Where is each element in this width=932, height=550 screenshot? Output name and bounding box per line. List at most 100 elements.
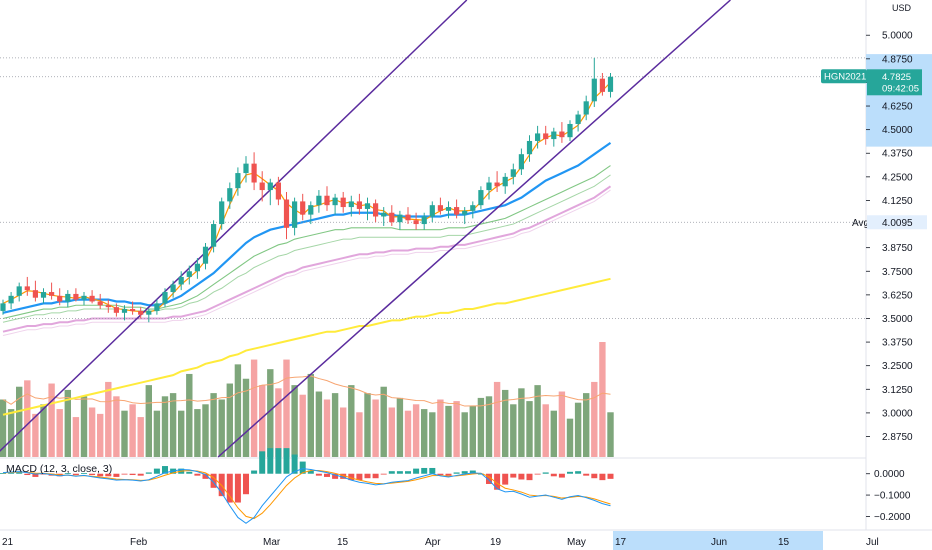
volume-bar <box>493 381 501 457</box>
macd-histogram-bar <box>469 470 476 474</box>
candle-body <box>591 78 597 102</box>
candle-body <box>138 310 144 315</box>
volume-bar <box>396 397 404 457</box>
macd-histogram-bar <box>453 472 460 474</box>
volume-bar <box>445 405 452 457</box>
volume-bar <box>307 373 314 457</box>
volume-bar <box>437 399 444 457</box>
volume-bar <box>259 385 266 457</box>
candle-body <box>510 169 516 177</box>
candle-body <box>332 197 338 206</box>
last-price-tag[interactable] <box>867 69 922 96</box>
price-tick-label: 2.8750 <box>882 432 913 443</box>
macd-histogram-bar <box>129 473 136 476</box>
candle-body <box>413 220 419 225</box>
macd-histogram-bar <box>8 472 15 474</box>
currency-label: USD <box>892 3 912 13</box>
volume-bar <box>566 418 574 457</box>
price-tick-label: 3.2500 <box>882 361 913 372</box>
macd-histogram-bar <box>332 473 339 479</box>
macd-histogram-bar <box>526 473 533 481</box>
macd-histogram-bar <box>24 473 31 476</box>
candlesticks <box>0 57 614 323</box>
volume-bar <box>558 391 566 457</box>
macd-title: MACD (12, 3, close, 3) <box>6 463 112 475</box>
candle-body <box>308 205 314 215</box>
time-highlight-band <box>613 531 823 550</box>
candle-body <box>146 310 152 315</box>
time-axis[interactable]: 21 Feb Mar 15 Apr 19 May 17 Jun 15 Jul <box>2 531 879 550</box>
macd-histogram-bar <box>437 473 444 476</box>
macd-histogram-bar <box>388 471 395 474</box>
candle-body <box>73 293 79 300</box>
symbol-tag[interactable] <box>821 69 867 84</box>
avg-tag <box>867 215 927 230</box>
volume-bar <box>364 393 371 457</box>
candle-body <box>113 307 119 313</box>
volume-bar <box>502 389 509 457</box>
volume-bar <box>340 407 347 457</box>
candle-body <box>219 201 225 225</box>
trend-lines[interactable] <box>0 0 731 458</box>
candle-body <box>478 190 484 206</box>
trend-line[interactable] <box>217 0 731 458</box>
price-tick-label: 4.6250 <box>882 102 913 113</box>
time-tick-label: Mar <box>263 537 281 548</box>
macd-histogram-bar <box>32 473 39 477</box>
macd-histogram-bar <box>518 473 525 480</box>
macd-histogram-bar <box>413 468 420 474</box>
candle-body <box>178 276 184 285</box>
macd-histogram-bar <box>194 473 201 476</box>
candle-body <box>259 182 265 191</box>
macd-histogram-bar <box>283 448 290 474</box>
volume-bar <box>202 404 209 457</box>
macd-histogram-bar <box>275 448 282 474</box>
macd-histogram-bar <box>445 473 452 476</box>
volume-bar <box>234 364 242 457</box>
volume-ma-line <box>2 375 611 407</box>
time-tick-label: Jul <box>866 537 879 548</box>
candle-body <box>437 205 443 211</box>
candle-body <box>543 133 549 140</box>
volume-bar <box>583 393 590 457</box>
volume-bar <box>97 413 104 457</box>
price-tick-label: 4.3750 <box>882 149 913 160</box>
macd-histogram-bar <box>121 473 128 475</box>
macd-histogram-bar <box>486 473 492 484</box>
volume-bar <box>178 410 185 457</box>
macd-histogram-bar <box>542 472 549 474</box>
macd-histogram-bar <box>226 473 233 503</box>
price-tick-label: 3.7500 <box>882 267 913 278</box>
candle-body <box>583 101 589 115</box>
candle-body <box>227 188 233 202</box>
time-tick-label: 19 <box>490 537 502 548</box>
candle-body <box>292 201 298 228</box>
volume-bar <box>550 410 557 457</box>
volume-bar <box>40 404 47 457</box>
price-tick-label: 5.0000 <box>882 31 913 42</box>
volume-bar <box>72 417 80 457</box>
time-tick-label: 15 <box>778 537 790 548</box>
ma-pink-line <box>2 185 612 333</box>
macd-histogram-bar <box>137 473 144 476</box>
horizontal-levels <box>0 57 866 319</box>
price-tick-label: 3.1250 <box>882 385 913 396</box>
candle-body <box>40 292 47 298</box>
volume-bar <box>461 412 468 457</box>
trend-line[interactable] <box>0 0 468 457</box>
last-price-countdown: 09:42:05 <box>882 83 919 94</box>
candle-body <box>16 286 22 296</box>
macd-tick-label: 0.0000 <box>874 469 905 480</box>
macd-histogram-bar <box>307 470 314 474</box>
volume-bar <box>0 399 7 457</box>
macd-histogram-bar <box>81 473 87 474</box>
macd-histogram-bar <box>510 473 517 478</box>
volume-bar <box>291 385 298 457</box>
macd-histogram-bar <box>153 468 160 474</box>
avg-value: 4.0095 <box>882 218 913 229</box>
macd-histogram-bar <box>291 454 298 474</box>
candle-body <box>348 201 354 208</box>
price-axis[interactable]: 5.00004.87504.75004.62504.50004.37504.25… <box>821 31 932 443</box>
